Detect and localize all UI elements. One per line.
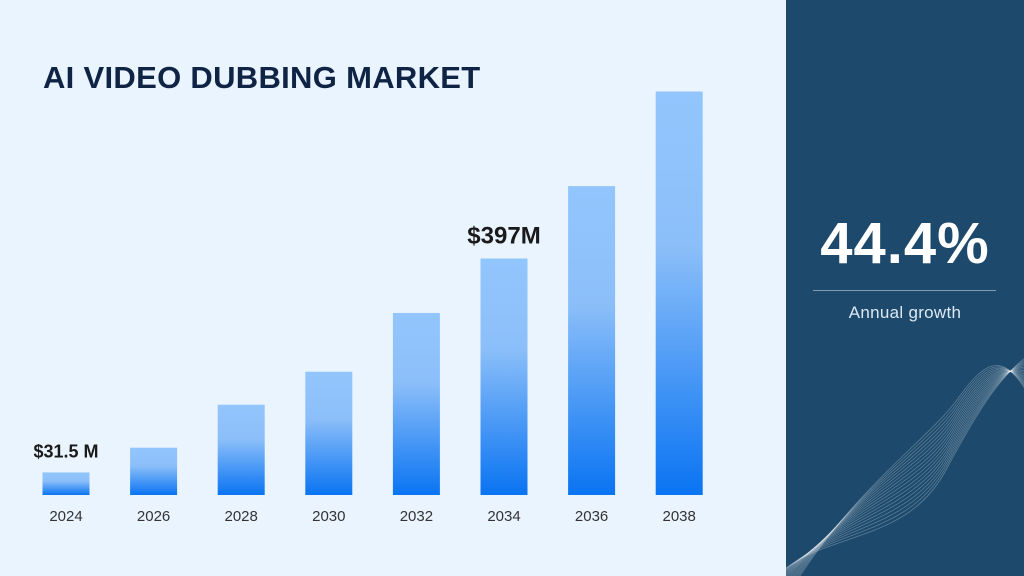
- wave-lines-decoration: [786, 358, 1024, 576]
- bar-2030: [305, 371, 353, 495]
- bar-2034: [480, 258, 528, 495]
- wave-line: [796, 367, 1024, 576]
- wave-line: [791, 370, 1024, 576]
- growth-value: 44.4%: [820, 211, 990, 276]
- wave-line: [799, 365, 1024, 576]
- bar-2028: [217, 404, 265, 495]
- wave-line: [792, 370, 1024, 576]
- wave-line: [786, 360, 1024, 570]
- wave-line: [786, 366, 1024, 574]
- growth-label: Annual growth: [848, 303, 962, 322]
- x-tick-label-2034: 2034: [487, 508, 520, 525]
- x-tick-label-2028: 2028: [225, 508, 258, 525]
- x-tick-label-2026: 2026: [137, 508, 170, 525]
- data-label-2034: $397M: [467, 223, 540, 250]
- divider: [813, 290, 996, 291]
- chart-title: AI VIDEO DUBBING MARKET: [43, 60, 481, 95]
- x-tick-label-2032: 2032: [400, 508, 433, 525]
- x-tick-label-2036: 2036: [575, 508, 608, 525]
- wave-line: [788, 370, 1024, 576]
- x-tick-label-2024: 2024: [49, 508, 82, 525]
- wave-line: [786, 358, 1024, 569]
- wave-line: [795, 368, 1024, 576]
- x-tick-label-2030: 2030: [312, 508, 345, 525]
- bar-2024: [42, 472, 90, 495]
- wave-line: [798, 366, 1024, 576]
- wave-line: [793, 369, 1024, 576]
- bar-2026: [130, 447, 178, 495]
- bar-chart: $31.5 M $397M 2024 2026 2028 2030 2032 2034 203…: [33, 91, 703, 525]
- wave-line: [786, 368, 1024, 575]
- bar-2038: [655, 91, 703, 496]
- bar-2032: [392, 312, 440, 495]
- wave-line: [786, 363, 1024, 572]
- growth-panel: 44.4% Annual growth: [786, 0, 1024, 576]
- chart-panel: AI VIDEO DUBBING MARKET $31.5 M $397M 202…: [33, 60, 703, 525]
- wave-line: [786, 370, 1024, 576]
- wave-line: [789, 370, 1024, 576]
- wave-line: [786, 361, 1024, 571]
- data-label-2024: $31.5 M: [33, 441, 98, 461]
- x-tick-label-2038: 2038: [663, 508, 696, 525]
- bar-2036: [568, 186, 616, 495]
- wave-line: [786, 365, 1024, 573]
- wave-line: [786, 369, 1024, 576]
